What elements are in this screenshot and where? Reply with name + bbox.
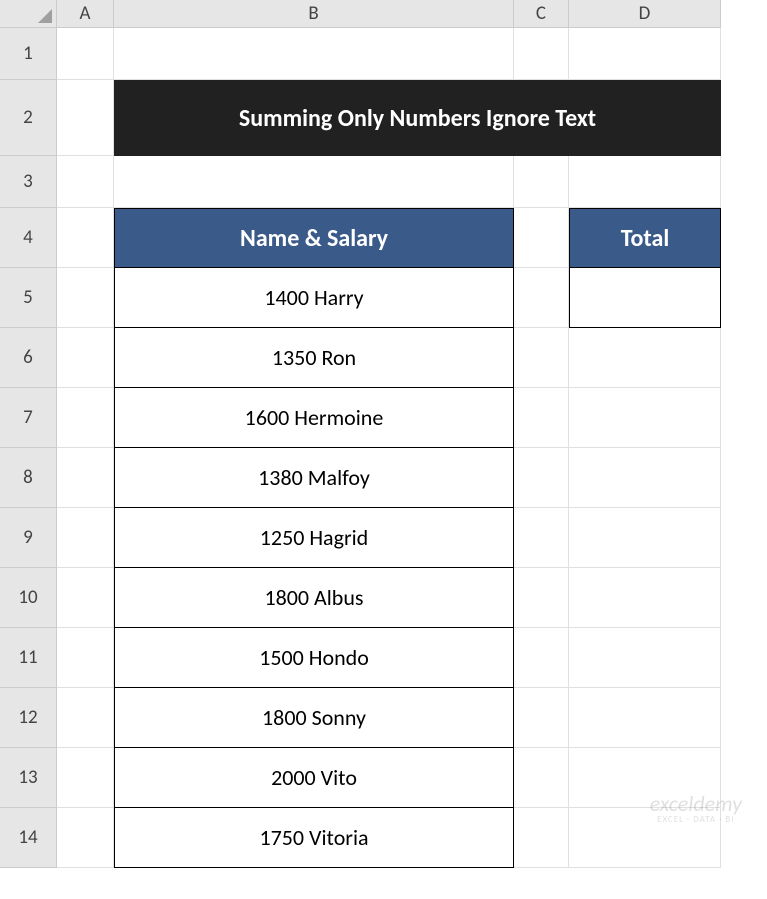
cell-C10[interactable] — [514, 568, 569, 628]
cell-A4[interactable] — [57, 208, 114, 268]
cell-C11[interactable] — [514, 628, 569, 688]
cell-B13[interactable]: 2000 Vito — [114, 748, 514, 808]
col-header-D[interactable]: D — [569, 0, 721, 28]
cell-D1[interactable] — [569, 28, 721, 80]
cell-A11[interactable] — [57, 628, 114, 688]
row-header-13[interactable]: 13 — [0, 748, 57, 808]
cell-B1[interactable] — [114, 28, 514, 80]
row-header-2[interactable]: 2 — [0, 80, 57, 156]
cell-D11[interactable] — [569, 628, 721, 688]
cell-A14[interactable] — [57, 808, 114, 868]
cell-A7[interactable] — [57, 388, 114, 448]
cell-B8[interactable]: 1380 Malfoy — [114, 448, 514, 508]
row-header-5[interactable]: 5 — [0, 268, 57, 328]
cell-D12[interactable] — [569, 688, 721, 748]
row-header-1[interactable]: 1 — [0, 28, 57, 80]
cell-B6[interactable]: 1350 Ron — [114, 328, 514, 388]
cell-B12[interactable]: 1800 Sonny — [114, 688, 514, 748]
col-header-B[interactable]: B — [114, 0, 514, 28]
cell-A2[interactable] — [57, 80, 114, 156]
cell-C5[interactable] — [514, 268, 569, 328]
cell-A1[interactable] — [57, 28, 114, 80]
cell-D7[interactable] — [569, 388, 721, 448]
cell-C7[interactable] — [514, 388, 569, 448]
header-total[interactable]: Total — [569, 208, 721, 268]
cell-B9[interactable]: 1250 Hagrid — [114, 508, 514, 568]
cell-D6[interactable] — [569, 328, 721, 388]
cell-D10[interactable] — [569, 568, 721, 628]
cell-B3[interactable] — [114, 156, 514, 208]
cell-C9[interactable] — [514, 508, 569, 568]
select-all-corner[interactable] — [0, 0, 57, 28]
row-header-10[interactable]: 10 — [0, 568, 57, 628]
title-banner[interactable]: Summing Only Numbers Ignore Text — [114, 80, 721, 156]
cell-C4[interactable] — [514, 208, 569, 268]
row-header-14[interactable]: 14 — [0, 808, 57, 868]
cell-A5[interactable] — [57, 268, 114, 328]
row-header-6[interactable]: 6 — [0, 328, 57, 388]
row-header-12[interactable]: 12 — [0, 688, 57, 748]
cell-A3[interactable] — [57, 156, 114, 208]
cell-C14[interactable] — [514, 808, 569, 868]
col-header-C[interactable]: C — [514, 0, 569, 28]
cell-A12[interactable] — [57, 688, 114, 748]
cell-A9[interactable] — [57, 508, 114, 568]
cell-D9[interactable] — [569, 508, 721, 568]
cell-D5-total[interactable] — [569, 268, 721, 328]
cell-D8[interactable] — [569, 448, 721, 508]
row-header-11[interactable]: 11 — [0, 628, 57, 688]
row-header-4[interactable]: 4 — [0, 208, 57, 268]
cell-D14[interactable] — [569, 808, 721, 868]
cell-B11[interactable]: 1500 Hondo — [114, 628, 514, 688]
col-header-A[interactable]: A — [57, 0, 114, 28]
cell-B10[interactable]: 1800 Albus — [114, 568, 514, 628]
row-header-8[interactable]: 8 — [0, 448, 57, 508]
cell-A6[interactable] — [57, 328, 114, 388]
cell-C3[interactable] — [514, 156, 569, 208]
cell-C12[interactable] — [514, 688, 569, 748]
cell-C13[interactable] — [514, 748, 569, 808]
cell-B7[interactable]: 1600 Hermoine — [114, 388, 514, 448]
cell-A13[interactable] — [57, 748, 114, 808]
cell-C6[interactable] — [514, 328, 569, 388]
row-header-9[interactable]: 9 — [0, 508, 57, 568]
cell-C8[interactable] — [514, 448, 569, 508]
cell-C1[interactable] — [514, 28, 569, 80]
cell-A8[interactable] — [57, 448, 114, 508]
cell-B14[interactable]: 1750 Vitoria — [114, 808, 514, 868]
cell-A10[interactable] — [57, 568, 114, 628]
row-header-7[interactable]: 7 — [0, 388, 57, 448]
cell-D13[interactable] — [569, 748, 721, 808]
spreadsheet-grid: A B C D 1 2 Summing Only Numbers Ignore … — [0, 0, 767, 868]
cell-B5[interactable]: 1400 Harry — [114, 268, 514, 328]
cell-D3[interactable] — [569, 156, 721, 208]
header-name-salary[interactable]: Name & Salary — [114, 208, 514, 268]
row-header-3[interactable]: 3 — [0, 156, 57, 208]
